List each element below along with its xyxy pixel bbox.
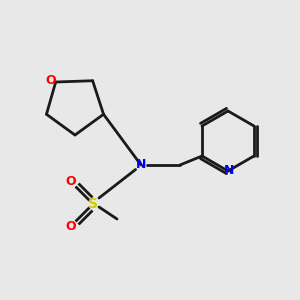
Text: O: O xyxy=(65,175,76,188)
Text: O: O xyxy=(45,74,56,87)
Text: N: N xyxy=(136,158,146,172)
Text: O: O xyxy=(65,220,76,233)
Text: S: S xyxy=(88,197,98,211)
Text: N: N xyxy=(224,164,235,178)
